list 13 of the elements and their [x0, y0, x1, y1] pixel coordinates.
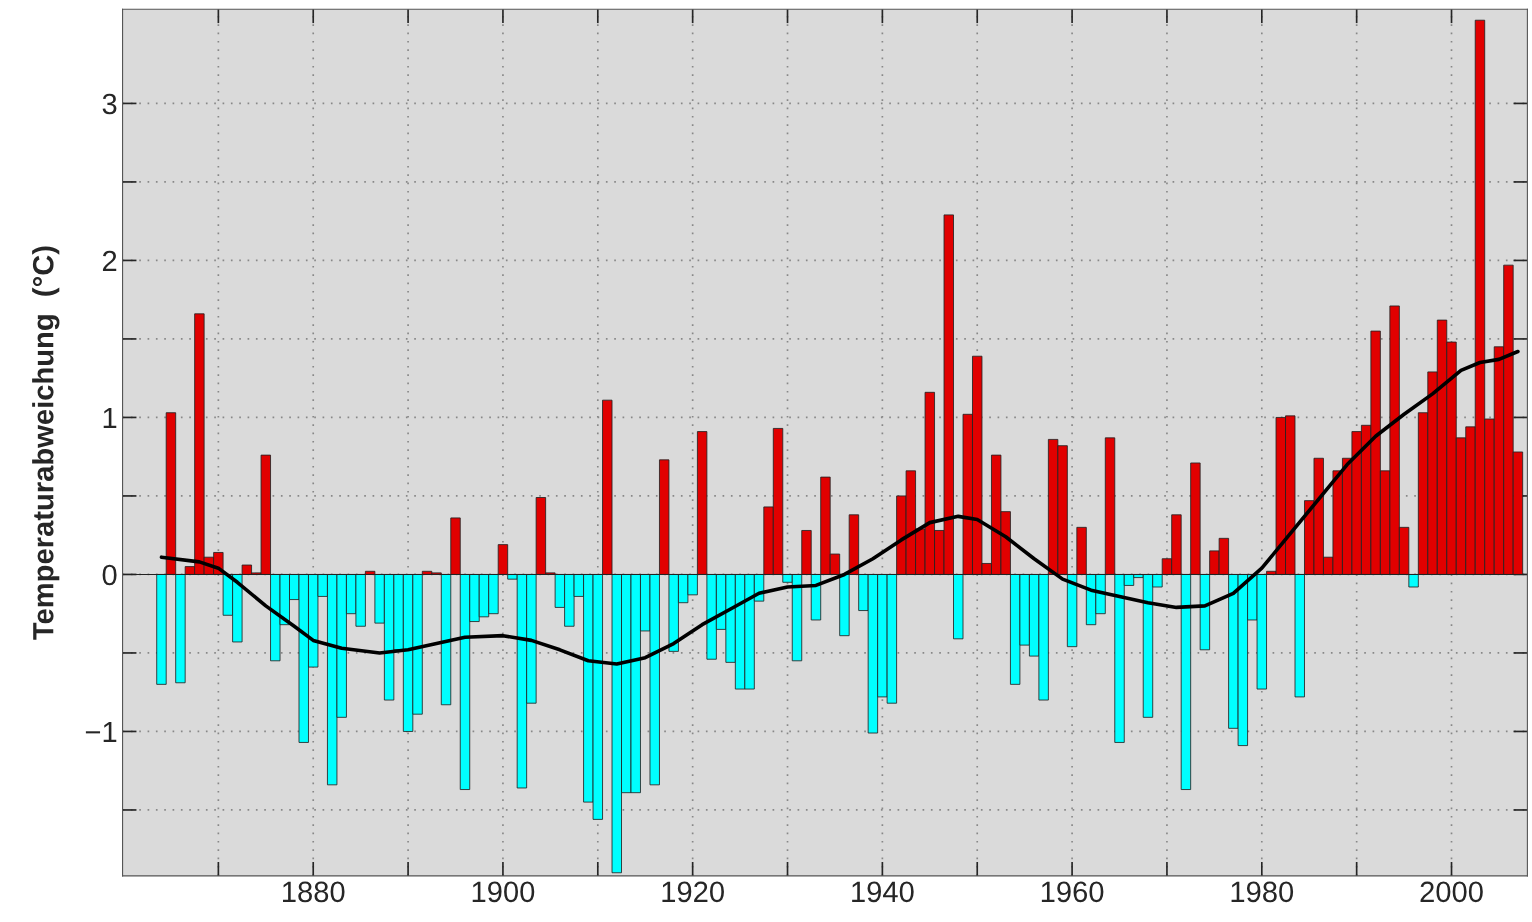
x-tick-label: 2000 [1420, 881, 1483, 903]
y-axis-title: Temperaturabweichung (°C) [32, 246, 60, 640]
x-tick-label: 1980 [1231, 881, 1294, 903]
x-tick-label: 1880 [283, 881, 345, 903]
x-tick-label: 1940 [852, 881, 914, 903]
y-tick-label: 1 [103, 407, 117, 429]
x-tick-label: 1960 [1041, 881, 1104, 903]
x-tick-label: 1900 [472, 881, 535, 903]
y-tick-label: 2 [102, 250, 117, 271]
y-tick-label: 0 [102, 564, 117, 586]
y-tick-label: 3 [102, 93, 117, 115]
y-tick-label: −1 [85, 721, 117, 743]
x-tick-label: 1920 [662, 881, 724, 903]
